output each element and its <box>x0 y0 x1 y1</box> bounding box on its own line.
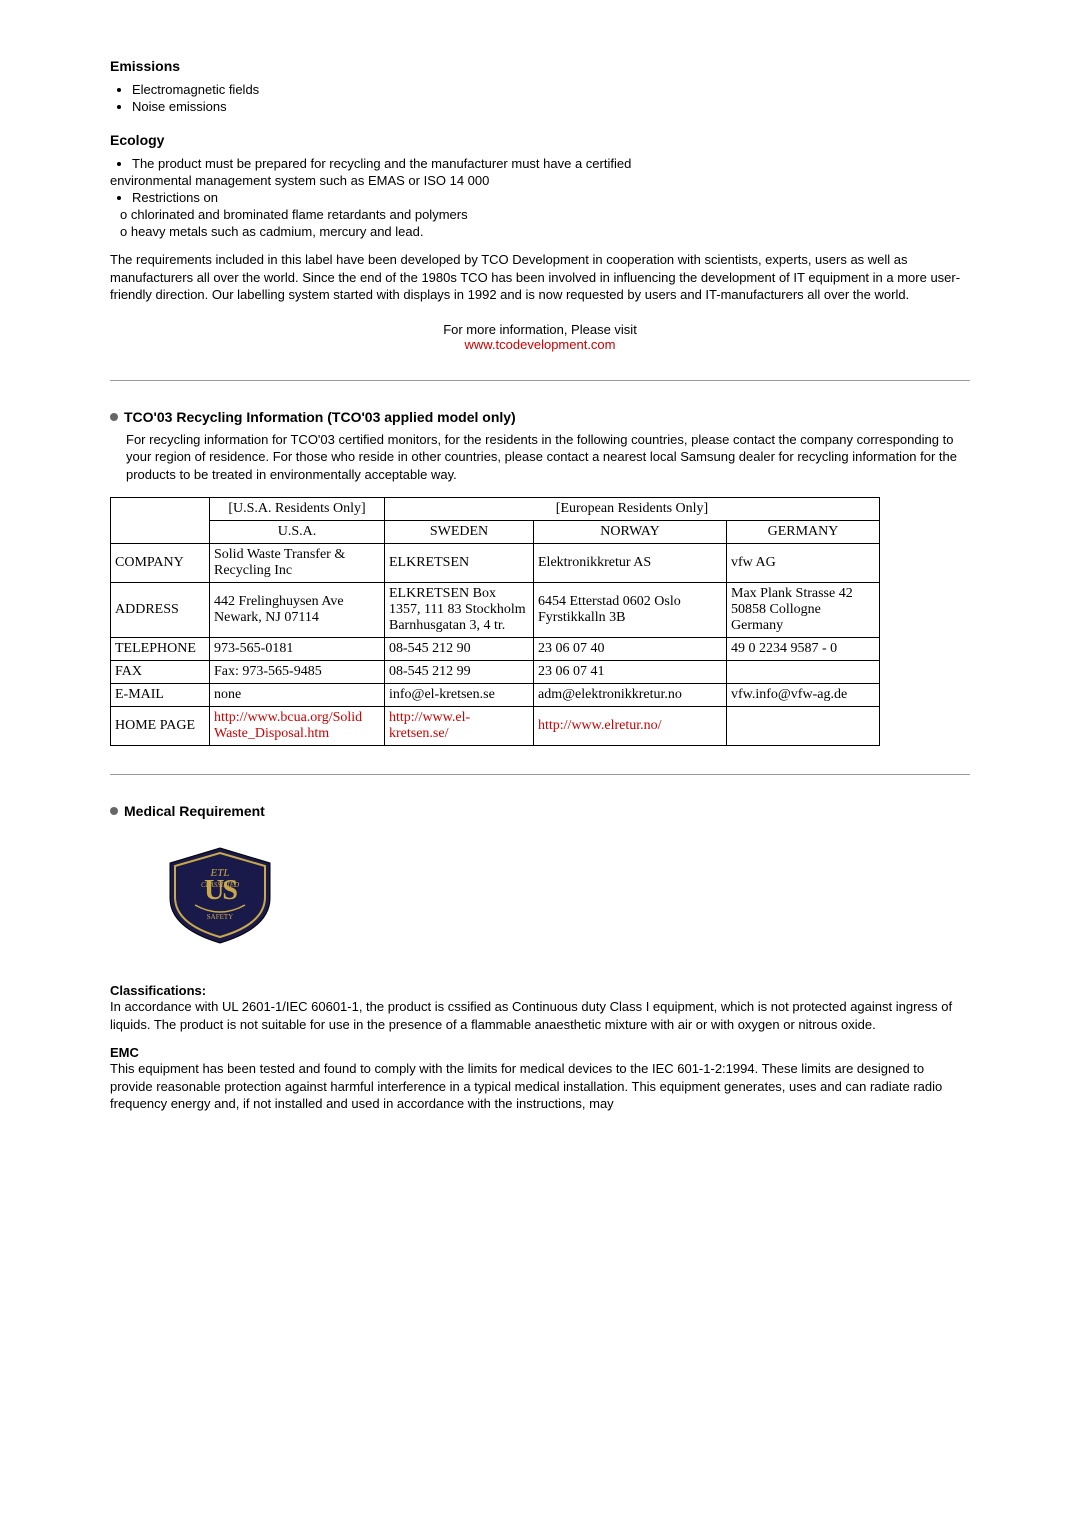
medical-heading: Medical Requirement <box>124 803 265 819</box>
table-cell: ELKRETSEN <box>385 544 534 583</box>
emissions-heading: Emissions <box>110 58 970 74</box>
table-cell: info@el-kretsen.se <box>385 684 534 707</box>
tco-recycling-heading: TCO'03 Recycling Information (TCO'03 app… <box>124 409 516 425</box>
table-cell: 23 06 07 41 <box>534 661 727 684</box>
more-info-text: For more information, Please visit <box>110 322 970 337</box>
table-row: FAX Fax: 973-565-9485 08-545 212 99 23 0… <box>111 661 880 684</box>
homepage-link[interactable]: http://www.bcua.org/Solid Waste_Disposal… <box>214 710 362 741</box>
table-cell: vfw AG <box>727 544 880 583</box>
table-cell: 973-565-0181 <box>210 638 385 661</box>
list-item: The product must be prepared for recycli… <box>132 156 970 171</box>
classifications-body: In accordance with UL 2601-1/IEC 60601-1… <box>110 998 970 1033</box>
tco-link[interactable]: www.tcodevelopment.com <box>464 337 615 352</box>
table-row: HOME PAGE http://www.bcua.org/Solid Wast… <box>111 707 880 746</box>
table-row: COMPANY Solid Waste Transfer & Recycling… <box>111 544 880 583</box>
divider <box>110 380 970 381</box>
table-cell: http://www.bcua.org/Solid Waste_Disposal… <box>210 707 385 746</box>
svg-text:US: US <box>204 875 237 906</box>
table-cell: Max Plank Strasse 42 50858 Collogne Germ… <box>727 583 880 638</box>
table-row: ADDRESS 442 Frelinghuysen Ave Newark, NJ… <box>111 583 880 638</box>
table-cell: 442 Frelinghuysen Ave Newark, NJ 07114 <box>210 583 385 638</box>
table-header: U.S.A. <box>210 521 385 544</box>
table-cell: http://www.el-kretsen.se/ <box>385 707 534 746</box>
emc-heading: EMC <box>110 1045 970 1060</box>
svg-text:SAFETY: SAFETY <box>207 913 233 921</box>
table-cell: 49 0 2234 9587 - 0 <box>727 638 880 661</box>
table-cell: 08-545 212 90 <box>385 638 534 661</box>
homepage-link[interactable]: http://www.el-kretsen.se/ <box>389 710 470 741</box>
classifications-heading: Classifications: <box>110 983 970 998</box>
table-cell: ELKRETSEN Box 1357, 111 83 Stockholm Bar… <box>385 583 534 638</box>
row-label: ADDRESS <box>111 583 210 638</box>
table-header: [U.S.A. Residents Only] <box>210 498 385 521</box>
certification-logo: ETL CLASSIFIED US SAFETY <box>110 825 970 973</box>
table-header: NORWAY <box>534 521 727 544</box>
table-cell <box>727 707 880 746</box>
row-label: E-MAIL <box>111 684 210 707</box>
emc-body: This equipment has been tested and found… <box>110 1060 970 1113</box>
list-item: Restrictions on <box>132 190 970 205</box>
table-header: [European Residents Only] <box>385 498 880 521</box>
row-label: TELEPHONE <box>111 638 210 661</box>
row-label: COMPANY <box>111 544 210 583</box>
ecology-paragraph: The requirements included in this label … <box>110 251 970 304</box>
recycling-table: [U.S.A. Residents Only] [European Reside… <box>110 497 880 746</box>
table-cell: http://www.elretur.no/ <box>534 707 727 746</box>
emissions-list: Electromagnetic fields Noise emissions <box>110 82 970 114</box>
list-item: Electromagnetic fields <box>132 82 970 97</box>
table-cell: Fax: 973-565-9485 <box>210 661 385 684</box>
ecology-list2: Restrictions on <box>110 190 970 205</box>
ecology-cont: environmental management system such as … <box>110 173 970 188</box>
tco-recycling-intro: For recycling information for TCO'03 cer… <box>110 431 970 484</box>
row-label: FAX <box>111 661 210 684</box>
ecology-heading: Ecology <box>110 132 970 148</box>
table-row: TELEPHONE 973-565-0181 08-545 212 90 23 … <box>111 638 880 661</box>
table-header: SWEDEN <box>385 521 534 544</box>
table-cell: 6454 Etterstad 0602 Oslo Fyrstikkalln 3B <box>534 583 727 638</box>
list-item: Noise emissions <box>132 99 970 114</box>
table-cell <box>727 661 880 684</box>
table-cell: none <box>210 684 385 707</box>
ecology-sub2: o heavy metals such as cadmium, mercury … <box>110 224 970 239</box>
table-corner <box>111 498 210 544</box>
ecology-list: The product must be prepared for recycli… <box>110 156 970 171</box>
bullet-icon <box>110 413 118 421</box>
divider <box>110 774 970 775</box>
table-cell: 08-545 212 99 <box>385 661 534 684</box>
table-cell: vfw.info@vfw-ag.de <box>727 684 880 707</box>
table-cell: Elektronikkretur AS <box>534 544 727 583</box>
ecology-sub1: o chlorinated and brominated flame retar… <box>110 207 970 222</box>
homepage-link[interactable]: http://www.elretur.no/ <box>538 718 662 733</box>
row-label: HOME PAGE <box>111 707 210 746</box>
table-cell: adm@elektronikkretur.no <box>534 684 727 707</box>
table-row: E-MAIL none info@el-kretsen.se adm@elekt… <box>111 684 880 707</box>
table-header: GERMANY <box>727 521 880 544</box>
table-cell: 23 06 07 40 <box>534 638 727 661</box>
table-cell: Solid Waste Transfer & Recycling Inc <box>210 544 385 583</box>
bullet-icon <box>110 807 118 815</box>
